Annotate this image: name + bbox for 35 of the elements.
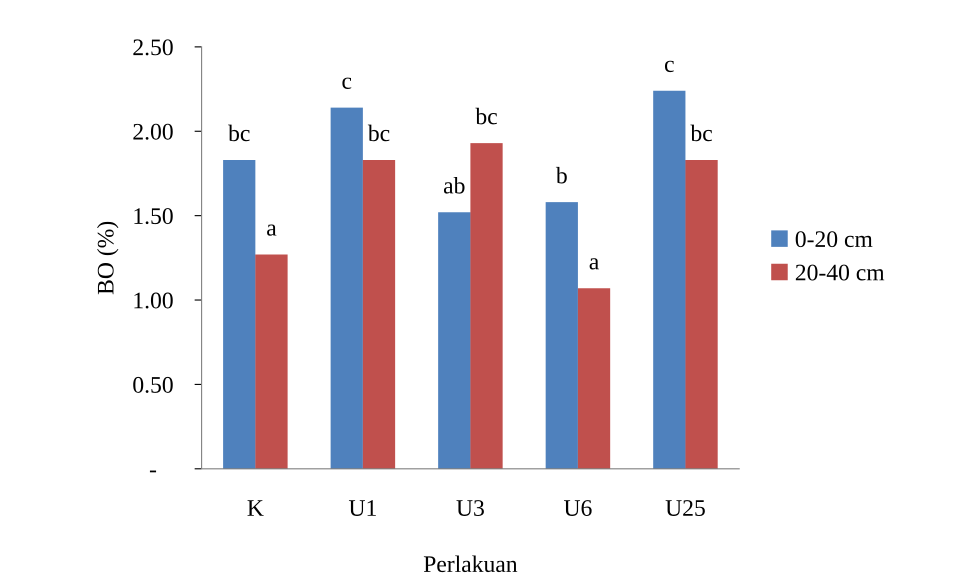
bar: [255, 254, 288, 469]
y-tick-label: 1.00: [134, 292, 173, 309]
annotation: a: [590, 258, 599, 270]
annotation: bc: [475, 108, 497, 124]
bar: [470, 143, 503, 469]
annotation: bc: [690, 124, 712, 142]
y-tick-label: 2.50: [133, 39, 173, 56]
annotation: c: [342, 78, 352, 89]
x-tick-label: U25: [666, 500, 705, 516]
y-tick-label: -: [150, 470, 156, 472]
bar: [653, 90, 686, 469]
bar: [223, 160, 256, 469]
x-tick-label: K: [248, 500, 264, 516]
annotation: ab: [444, 176, 465, 194]
y-tick-label: 1.50: [134, 208, 173, 224]
bar: [685, 160, 718, 469]
x-tick-label: U6: [564, 500, 592, 516]
y-tick-label: 2.00: [133, 124, 173, 140]
bar: [438, 212, 470, 469]
y-axis-title: BO (%): [97, 222, 118, 294]
x-axis-title: Perlakuan: [424, 555, 518, 572]
legend-label: 0-20 cm: [796, 231, 872, 248]
annotation: bc: [228, 124, 250, 142]
bar: [362, 160, 396, 469]
annotation: b: [556, 166, 567, 184]
legend-label: 20-40 cm: [796, 264, 884, 281]
bar: [578, 288, 610, 469]
annotation: c: [664, 60, 674, 72]
x-tick-label: U1: [348, 500, 376, 516]
x-tick-label: U3: [456, 500, 484, 516]
bar: [330, 108, 363, 469]
annotation: a: [267, 224, 276, 236]
annotation: bc: [368, 124, 390, 142]
bar: [546, 202, 578, 469]
y-tick-label: 0.50: [133, 376, 173, 393]
